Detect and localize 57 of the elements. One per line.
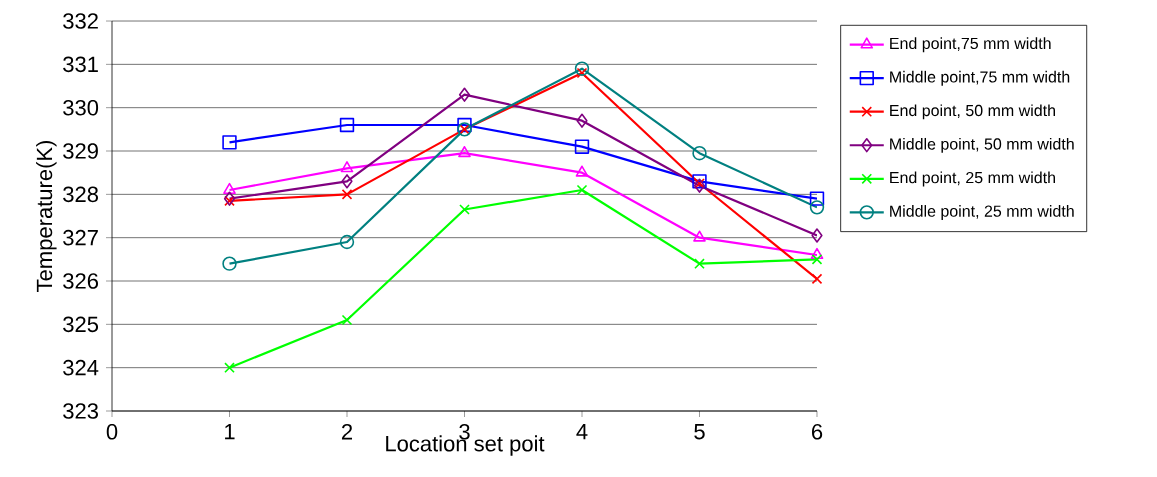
point xyxy=(224,195,235,207)
legend-label: Middle point, 50 mm width xyxy=(890,137,1074,153)
point xyxy=(341,189,353,200)
point xyxy=(693,230,706,242)
point xyxy=(458,87,471,102)
point xyxy=(810,247,824,259)
point xyxy=(459,204,470,215)
legend-label: Middle point, 25 mm width xyxy=(890,205,1074,220)
legend-label: End point, 50 mm width xyxy=(890,104,1055,120)
point xyxy=(339,117,355,133)
point xyxy=(693,178,706,193)
point xyxy=(694,258,705,269)
point xyxy=(575,165,589,177)
x-tick-label: 4 xyxy=(576,424,588,440)
point xyxy=(576,113,588,128)
legend-label: End point, 25 mm width xyxy=(890,171,1055,187)
point xyxy=(224,362,235,373)
y-axis-title: Temperature(K) xyxy=(36,140,57,292)
point xyxy=(811,228,823,243)
point xyxy=(576,67,588,79)
y-tick-label: 323 xyxy=(63,403,98,419)
x-tick-label: 0 xyxy=(106,424,118,440)
y-tick-label: 325 xyxy=(63,316,99,333)
legend-label: Middle point,75 mm width xyxy=(890,70,1070,86)
x-tick-label: 2 xyxy=(341,424,353,440)
point xyxy=(694,178,705,189)
point xyxy=(223,191,236,206)
point xyxy=(809,200,825,215)
point xyxy=(457,117,472,133)
point xyxy=(574,139,590,154)
y-tick-label: 328 xyxy=(63,186,98,203)
point xyxy=(692,174,707,189)
point xyxy=(222,135,237,150)
point xyxy=(222,256,237,271)
y-tick-label: 332 xyxy=(63,13,98,29)
point xyxy=(574,61,590,76)
point xyxy=(340,161,354,173)
point xyxy=(811,273,823,285)
point xyxy=(458,145,471,158)
x-tick-label: 6 xyxy=(812,424,823,440)
y-tick-label: 326 xyxy=(63,273,98,289)
point xyxy=(809,191,825,206)
y-tick-label: 324 xyxy=(63,359,99,376)
point xyxy=(692,145,707,161)
y-tick-label: 329 xyxy=(63,143,98,159)
x-tick-label: 1 xyxy=(225,424,235,440)
y-tick-label: 331 xyxy=(63,56,98,73)
point xyxy=(341,314,353,326)
y-tick-label: 330 xyxy=(63,99,99,116)
point xyxy=(341,174,353,189)
point xyxy=(811,254,823,265)
y-tick-label: 327 xyxy=(63,229,98,246)
legend-label: End point,75 mm width xyxy=(890,37,1051,53)
point xyxy=(339,234,355,250)
point xyxy=(576,184,588,196)
x-tick-label: 5 xyxy=(694,424,705,440)
point xyxy=(223,182,236,194)
